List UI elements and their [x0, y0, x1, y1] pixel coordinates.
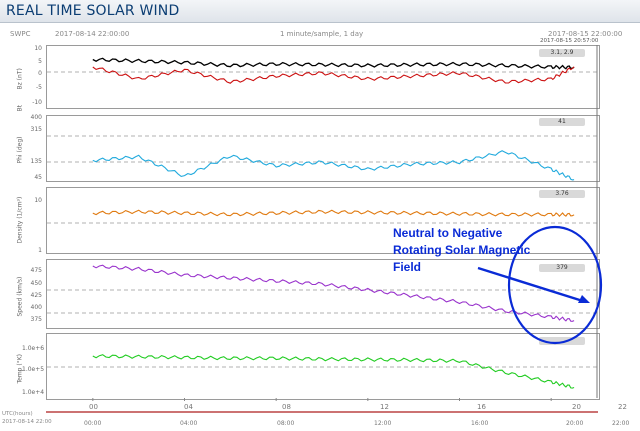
annotation-text: Neutral to Negative Rotating Solar Magne…	[393, 225, 593, 276]
density-panel: 3.76	[46, 187, 600, 254]
utc-label: UTC(hours)	[2, 411, 33, 417]
annotation-line: Field	[393, 260, 422, 274]
speed-badge: 379	[539, 264, 585, 272]
speed-tick: 450	[30, 280, 42, 287]
x-tick: 22	[618, 403, 627, 411]
x-tick: 08	[282, 403, 291, 411]
x-tick: 04	[184, 403, 193, 411]
temp-panel	[46, 333, 600, 400]
temp-tick: 1.0e+5	[22, 366, 45, 373]
utc-tick: 20:00	[566, 420, 584, 427]
title-bar: REAL TIME SOLAR WIND	[0, 0, 640, 23]
density-badge: 3.76	[539, 190, 585, 198]
series-line-phi	[92, 150, 575, 181]
phi-tick: 400	[30, 114, 42, 121]
utc-tick: 04:00	[180, 420, 198, 427]
bz-tick: 5	[38, 58, 42, 65]
start-time: 2017-08-14 22:00:00	[55, 30, 130, 38]
speed-panel: 379	[46, 259, 600, 329]
speed-tick: 400	[30, 304, 42, 311]
phi-tick: 315	[30, 126, 42, 133]
sample-rate: 1 minute/sample, 1 day	[280, 30, 364, 38]
phi-badge: 41	[539, 118, 585, 126]
phi-tick: 45	[34, 174, 42, 181]
speed-tick: 375	[30, 316, 42, 323]
density-tick: 1	[38, 247, 42, 254]
annotation-line: Neutral to Negative	[393, 226, 503, 240]
speed-tick: 425	[30, 292, 42, 299]
start-small: 2017-08-14 22:00	[2, 419, 52, 425]
utc-tick: 12:00	[374, 420, 392, 427]
x-tick: 16	[477, 403, 486, 411]
highlight-circle	[507, 225, 603, 345]
x-tick: 20	[572, 403, 581, 411]
speed-tick: 475	[30, 267, 42, 274]
density-tick: 10	[34, 197, 42, 204]
phi-panel: 41	[46, 115, 600, 182]
x-tick: 00	[89, 403, 98, 411]
series-line-density	[92, 209, 575, 218]
series-line-temp	[92, 354, 575, 389]
series-line-bt	[92, 57, 575, 70]
temp-tick: 1.0e+4	[22, 389, 45, 396]
arrow-head-icon	[578, 295, 590, 303]
source-label: SWPC	[10, 30, 31, 38]
bz-tick: 10	[34, 45, 42, 52]
end-time: 2017-08-15 22:00:00	[548, 30, 623, 38]
annotation-line: Rotating Solar Magnetic	[393, 243, 531, 257]
temp-tick: 1.0e+6	[22, 345, 45, 352]
utc-tick: 00:00	[84, 420, 102, 427]
phi-tick: 135	[30, 158, 42, 165]
bz-badge: 3.1, 2.9	[539, 49, 585, 57]
bz-tick: 0	[38, 70, 42, 77]
bz-tick: -10	[32, 99, 42, 106]
end-time-small: 2017-08-15 20:57:00	[540, 38, 599, 44]
page-title: REAL TIME SOLAR WIND	[6, 3, 180, 19]
temp-badge	[539, 337, 585, 345]
utc-tick: 08:00	[277, 420, 295, 427]
utc-tick: 22:00	[612, 420, 630, 427]
bz-tick: -5	[36, 84, 42, 91]
utc-tick: 16:00	[471, 420, 489, 427]
series-line-bz	[92, 66, 575, 84]
annotation-arrow	[477, 266, 587, 304]
x-tick: 12	[380, 403, 389, 411]
